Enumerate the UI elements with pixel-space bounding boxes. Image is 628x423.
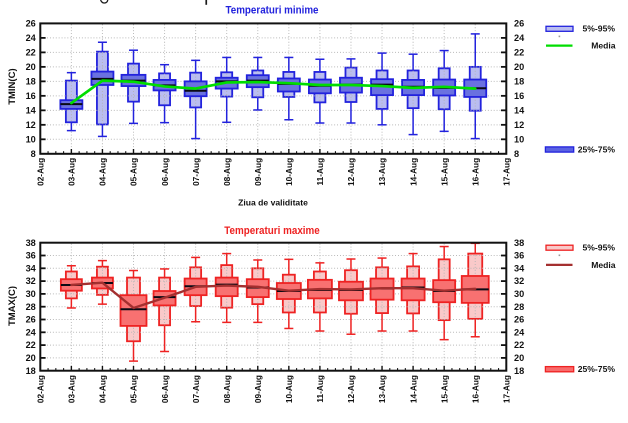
svg-text:11-Aug: 11-Aug [315, 158, 325, 186]
svg-text:8: 8 [514, 149, 519, 159]
svg-text:34: 34 [514, 263, 525, 273]
svg-text:Temperaturi maxime: Temperaturi maxime [224, 225, 320, 237]
svg-text:10: 10 [26, 134, 36, 144]
svg-text:18: 18 [26, 366, 36, 376]
svg-text:20: 20 [26, 62, 36, 72]
svg-text:22: 22 [26, 340, 36, 350]
svg-text:26: 26 [26, 19, 36, 29]
svg-text:16: 16 [514, 91, 524, 101]
svg-text:02-Aug: 02-Aug [36, 375, 46, 403]
svg-text:06-Aug: 06-Aug [160, 158, 170, 186]
svg-text:24: 24 [514, 327, 525, 337]
svg-text:26: 26 [26, 315, 36, 325]
svg-text:34: 34 [26, 263, 37, 273]
svg-text:25%-75%: 25%-75% [578, 364, 616, 374]
svg-text:18: 18 [514, 76, 524, 86]
svg-text:25%-75%: 25%-75% [578, 144, 616, 154]
svg-text:03-Aug: 03-Aug [67, 158, 77, 186]
svg-text:22: 22 [26, 47, 36, 57]
svg-text:10: 10 [514, 134, 524, 144]
svg-text:14-Aug: 14-Aug [408, 158, 418, 186]
svg-text:08-Aug: 08-Aug [222, 375, 232, 403]
svg-text:32: 32 [514, 276, 524, 286]
svg-text:07-Aug: 07-Aug [191, 158, 201, 186]
svg-text:24: 24 [26, 33, 37, 43]
svg-text:18: 18 [514, 366, 524, 376]
svg-text:36: 36 [514, 251, 524, 261]
svg-text:38: 38 [514, 238, 524, 248]
svg-text:14: 14 [514, 105, 525, 115]
svg-text:05-Aug: 05-Aug [129, 375, 139, 403]
svg-text:07-Aug: 07-Aug [191, 375, 201, 403]
svg-text:05-Aug: 05-Aug [129, 158, 139, 186]
svg-text:18: 18 [26, 76, 36, 86]
svg-text:30: 30 [26, 289, 36, 299]
svg-text:15-Aug: 15-Aug [439, 375, 449, 403]
svg-text:26: 26 [514, 19, 524, 29]
svg-text:Temperaturi minime: Temperaturi minime [226, 4, 319, 16]
svg-text:14-Aug: 14-Aug [408, 375, 418, 403]
svg-text:22: 22 [514, 340, 524, 350]
svg-text:16-Aug: 16-Aug [470, 158, 480, 186]
svg-text:36: 36 [26, 251, 36, 261]
svg-text:15-Aug: 15-Aug [439, 158, 449, 186]
svg-text:24: 24 [26, 327, 37, 337]
svg-text:Media: Media [591, 41, 616, 51]
svg-text:06-Aug: 06-Aug [160, 375, 170, 403]
svg-text:28: 28 [26, 302, 36, 312]
svg-text:17-Aug: 17-Aug [502, 158, 512, 186]
svg-text:32: 32 [26, 276, 36, 286]
svg-text:04-Aug: 04-Aug [98, 375, 108, 403]
svg-text:TMAX(C): TMAX(C) [7, 286, 18, 326]
svg-text:10-Aug: 10-Aug [284, 158, 294, 186]
svg-text:30: 30 [514, 289, 524, 299]
svg-text:13-Aug: 13-Aug [377, 375, 387, 403]
svg-text:11-Aug: 11-Aug [315, 375, 325, 403]
svg-text:20: 20 [26, 353, 36, 363]
svg-text:Media: Media [591, 260, 616, 270]
svg-text:5%-95%: 5%-95% [583, 24, 616, 34]
svg-text:12: 12 [26, 120, 36, 130]
svg-text:8: 8 [31, 149, 36, 159]
svg-text:10-Aug: 10-Aug [284, 375, 294, 403]
svg-text:12: 12 [514, 120, 524, 130]
svg-text:28: 28 [514, 302, 524, 312]
svg-text:20: 20 [514, 62, 524, 72]
svg-text:22: 22 [514, 47, 524, 57]
svg-text:38: 38 [26, 238, 36, 248]
svg-text:12-Aug: 12-Aug [346, 375, 356, 403]
svg-text:Ziua de validitate: Ziua de validitate [238, 197, 308, 207]
svg-text:04-Aug: 04-Aug [98, 158, 108, 186]
svg-text:13-Aug: 13-Aug [377, 158, 387, 186]
svg-text:26: 26 [514, 315, 524, 325]
svg-text:12-Aug: 12-Aug [346, 158, 356, 186]
svg-text:16: 16 [26, 91, 36, 101]
svg-text:TMIN(C): TMIN(C) [7, 68, 18, 104]
svg-text:02-Aug: 02-Aug [36, 158, 46, 186]
svg-text:09-Aug: 09-Aug [253, 375, 263, 403]
svg-text:24: 24 [514, 33, 525, 43]
svg-text:08-Aug: 08-Aug [222, 158, 232, 186]
svg-text:03-Aug: 03-Aug [67, 375, 77, 403]
svg-text:5%-95%: 5%-95% [583, 243, 616, 253]
svg-text:14: 14 [26, 105, 37, 115]
svg-text:16-Aug: 16-Aug [470, 375, 480, 403]
svg-text:09-Aug: 09-Aug [253, 158, 263, 186]
svg-text:17-Aug: 17-Aug [502, 375, 512, 403]
svg-text:20: 20 [514, 353, 524, 363]
